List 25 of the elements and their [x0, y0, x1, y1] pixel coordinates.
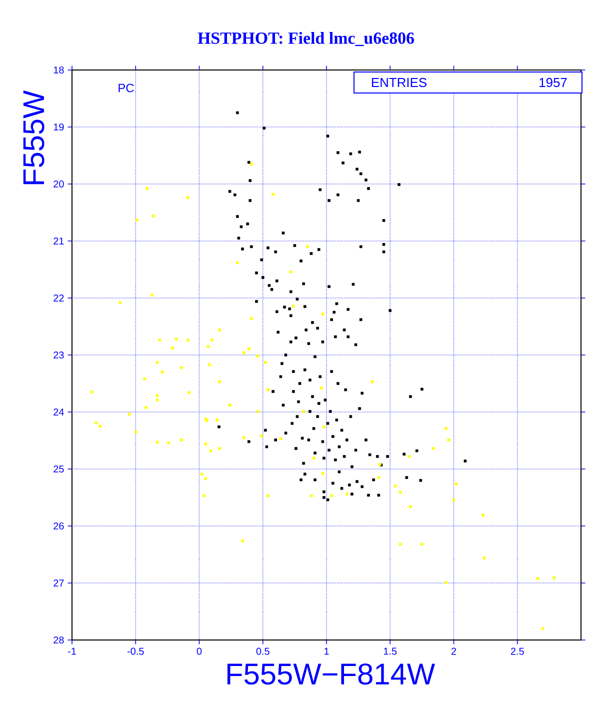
- y-tick-label: 26: [54, 522, 64, 530]
- x-tick-label: 0: [196, 648, 202, 655]
- x-tick-label: -1: [68, 648, 76, 655]
- y-axis-title: F555W: [23, 90, 44, 184]
- y-tick-label: 24: [54, 408, 64, 416]
- y-tick-label: 27: [54, 580, 64, 586]
- y-tick-label: 25: [54, 465, 64, 473]
- x-tick-label: 1: [324, 648, 329, 655]
- annotation: 1957: [540, 78, 567, 88]
- y-tick-label: 28: [54, 636, 64, 644]
- annotation: PC: [118, 84, 134, 92]
- y-tick-label: 23: [54, 351, 64, 359]
- y-tick-label: 18: [54, 66, 64, 74]
- x-tick-label: 1.5: [384, 648, 397, 655]
- y-tick-label: 20: [54, 180, 64, 188]
- x-tick-label: -0.5: [127, 648, 144, 655]
- x-tick-label: 2: [451, 648, 456, 655]
- x-axis-title: F555W−F814W: [227, 663, 436, 685]
- annotation: ENTRIES: [372, 78, 426, 88]
- x-tick-label: 0.5: [256, 648, 270, 655]
- chart-title: HSTPHOT: Field lmc_u6e806: [198, 32, 414, 46]
- y-tick-label: 22: [54, 294, 64, 302]
- x-tick-label: 2.5: [510, 648, 524, 655]
- y-tick-label: 21: [54, 238, 64, 244]
- y-tick-label: 19: [54, 123, 64, 131]
